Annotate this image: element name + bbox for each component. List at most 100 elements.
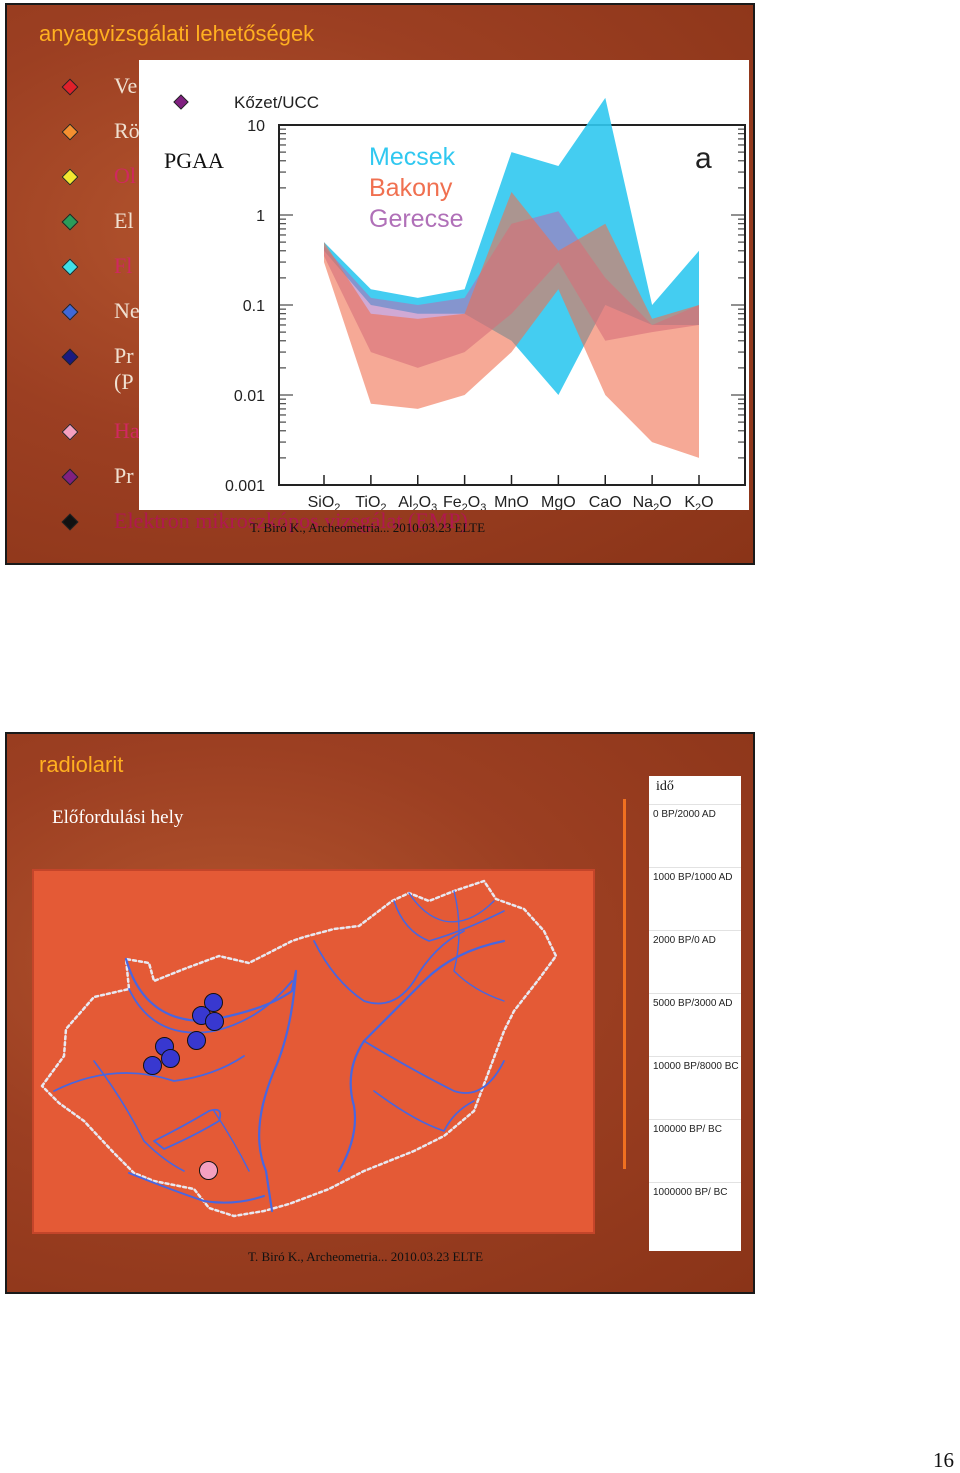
country-border xyxy=(40,879,558,1218)
danube-river xyxy=(124,957,298,1213)
y-tick-label: 10 xyxy=(247,118,265,135)
method-bullet: Ha xyxy=(59,418,468,463)
kozet-ucc-chart: 10 1 0.1 0.01 0.001 Kőzet/UCC SiO2 TiO2 Al2O3 Fe2… xyxy=(173,93,746,510)
bullet-text-continued: (P xyxy=(114,369,134,394)
site-marker[interactable] xyxy=(205,1012,224,1031)
diamond-bullet-icon xyxy=(61,513,79,531)
x-tick-label: CaO xyxy=(589,494,622,510)
method-bullet: Ve xyxy=(59,73,468,118)
time-tick: 0 BP/2000 AD xyxy=(653,809,716,820)
slide-radiolarit: radiolarit Előfordulási hely xyxy=(5,732,755,1294)
method-bullet: Ol xyxy=(59,163,468,208)
raba-river xyxy=(93,1060,185,1172)
x-tick-label: MnO xyxy=(494,494,529,510)
koros-river xyxy=(373,1090,475,1132)
slide-title: anyagvizsgálati lehetőségek xyxy=(39,21,315,46)
time-tick: 100000 BP/ BC xyxy=(653,1124,722,1135)
method-bullet: Fl xyxy=(59,253,468,298)
balaton-lake xyxy=(153,1108,222,1150)
bullet-text: Ne xyxy=(114,298,140,323)
time-divider xyxy=(649,1119,741,1120)
hernad-river xyxy=(453,890,505,1002)
time-tick: 1000000 BP/ BC xyxy=(653,1187,728,1198)
y-tick-label: 0.001 xyxy=(225,478,265,495)
method-bullet: El xyxy=(59,208,468,253)
method-bullet-list: Ve Rö Ol El Fl Ne Pr (P Ha Pr Elektron mikroszkópo… xyxy=(59,73,468,553)
diamond-bullet-icon xyxy=(61,423,79,441)
bullet-text: Pr xyxy=(114,343,134,368)
time-divider xyxy=(649,930,741,931)
occurrence-label: Előfordulási hely xyxy=(52,807,184,828)
diamond-bullet-icon xyxy=(61,168,79,186)
zagyva-river xyxy=(393,900,505,942)
bullet-text: Elektron mikroszkópos vizsgálat (EMP) xyxy=(114,508,468,533)
panel-label: a xyxy=(695,142,712,175)
series-area-bakony xyxy=(324,192,699,458)
site-marker-highlight[interactable] xyxy=(199,1161,218,1180)
method-bullet: Rö xyxy=(59,118,468,163)
x-tick-label: K2O xyxy=(684,494,713,510)
legend-entry: Gerecse xyxy=(369,205,463,233)
time-divider xyxy=(649,867,741,868)
time-divider xyxy=(649,804,741,805)
slide-footer: T. Biró K., Archeometria... 2010.03.23 E… xyxy=(250,520,486,535)
drava-river xyxy=(128,1172,265,1204)
y-tick-label: 0.1 xyxy=(243,298,265,315)
slide-footer: T. Biró K., Archeometria... 2010.03.23 E… xyxy=(248,1249,484,1264)
diamond-bullet-icon xyxy=(61,468,79,486)
site-marker[interactable] xyxy=(161,1049,180,1068)
hungary-map xyxy=(32,869,595,1234)
time-divider xyxy=(649,993,741,994)
bullet-text: Pr xyxy=(114,463,134,488)
sajo-river xyxy=(408,892,495,923)
diamond-bullet-icon xyxy=(61,123,79,141)
tisza-river xyxy=(337,939,506,1173)
time-scale-panel: idő 0 BP/2000 AD 1000 BP/1000 AD 2000 BP… xyxy=(649,776,741,1251)
method-bullet: Pr (P xyxy=(59,343,468,418)
diamond-bullet-icon xyxy=(61,78,79,96)
time-tick: 10000 BP/8000 BC xyxy=(653,1061,739,1072)
slide-title: radiolarit xyxy=(39,752,124,777)
purple-diamond-icon xyxy=(173,94,189,110)
x-tick-label: Al2O3 xyxy=(398,494,437,510)
method-bullet: Elektron mikroszkópos vizsgálat (EMP) xyxy=(59,508,468,553)
time-scale-title: idő xyxy=(656,779,674,794)
divider-line xyxy=(623,799,626,1169)
x-tick-label: Fe2O3 xyxy=(443,494,486,510)
bullet-text: Fl xyxy=(114,253,133,278)
site-marker[interactable] xyxy=(187,1031,206,1050)
diamond-bullet-icon xyxy=(61,258,79,276)
y-axis-label: Kőzet/UCC xyxy=(234,93,319,112)
site-marker[interactable] xyxy=(143,1056,162,1075)
page-number: 16 xyxy=(933,1448,954,1472)
time-tick: 5000 BP/3000 AD xyxy=(653,998,733,1009)
danube-lower-branch xyxy=(53,1055,245,1092)
sio-river xyxy=(213,1110,250,1172)
time-divider xyxy=(649,1182,741,1183)
legend-entry: Bakony xyxy=(369,174,453,202)
bullet-text: Ha xyxy=(114,418,140,443)
method-bullet: Pr xyxy=(59,463,468,508)
diamond-bullet-icon xyxy=(61,348,79,366)
map-svg xyxy=(40,879,558,1218)
x-tick-label: Na2O xyxy=(633,494,672,510)
bullet-text: El xyxy=(114,208,134,233)
diamond-bullet-icon xyxy=(61,213,79,231)
bullet-text: Ve xyxy=(114,73,138,98)
tisza-branch-east xyxy=(363,1040,505,1094)
time-divider xyxy=(649,1056,741,1057)
bullet-text: Ol xyxy=(114,163,136,188)
method-bullet: Ne xyxy=(59,298,468,343)
x-tick-label: MgO xyxy=(541,494,576,510)
danube-upper-branch xyxy=(128,980,293,1034)
y-tick-label: 1 xyxy=(256,208,265,225)
pgaa-label: PGAA xyxy=(164,148,224,173)
x-tick-label: TiO2 xyxy=(355,494,386,510)
legend-entry: Mecsek xyxy=(369,143,456,171)
diamond-bullet-icon xyxy=(61,303,79,321)
tisza-branch-north xyxy=(313,930,465,1005)
time-tick: 2000 BP/0 AD xyxy=(653,935,716,946)
x-tick-label: SiO2 xyxy=(308,494,341,510)
site-marker[interactable] xyxy=(204,993,223,1012)
bullet-text: Rö xyxy=(114,118,140,143)
